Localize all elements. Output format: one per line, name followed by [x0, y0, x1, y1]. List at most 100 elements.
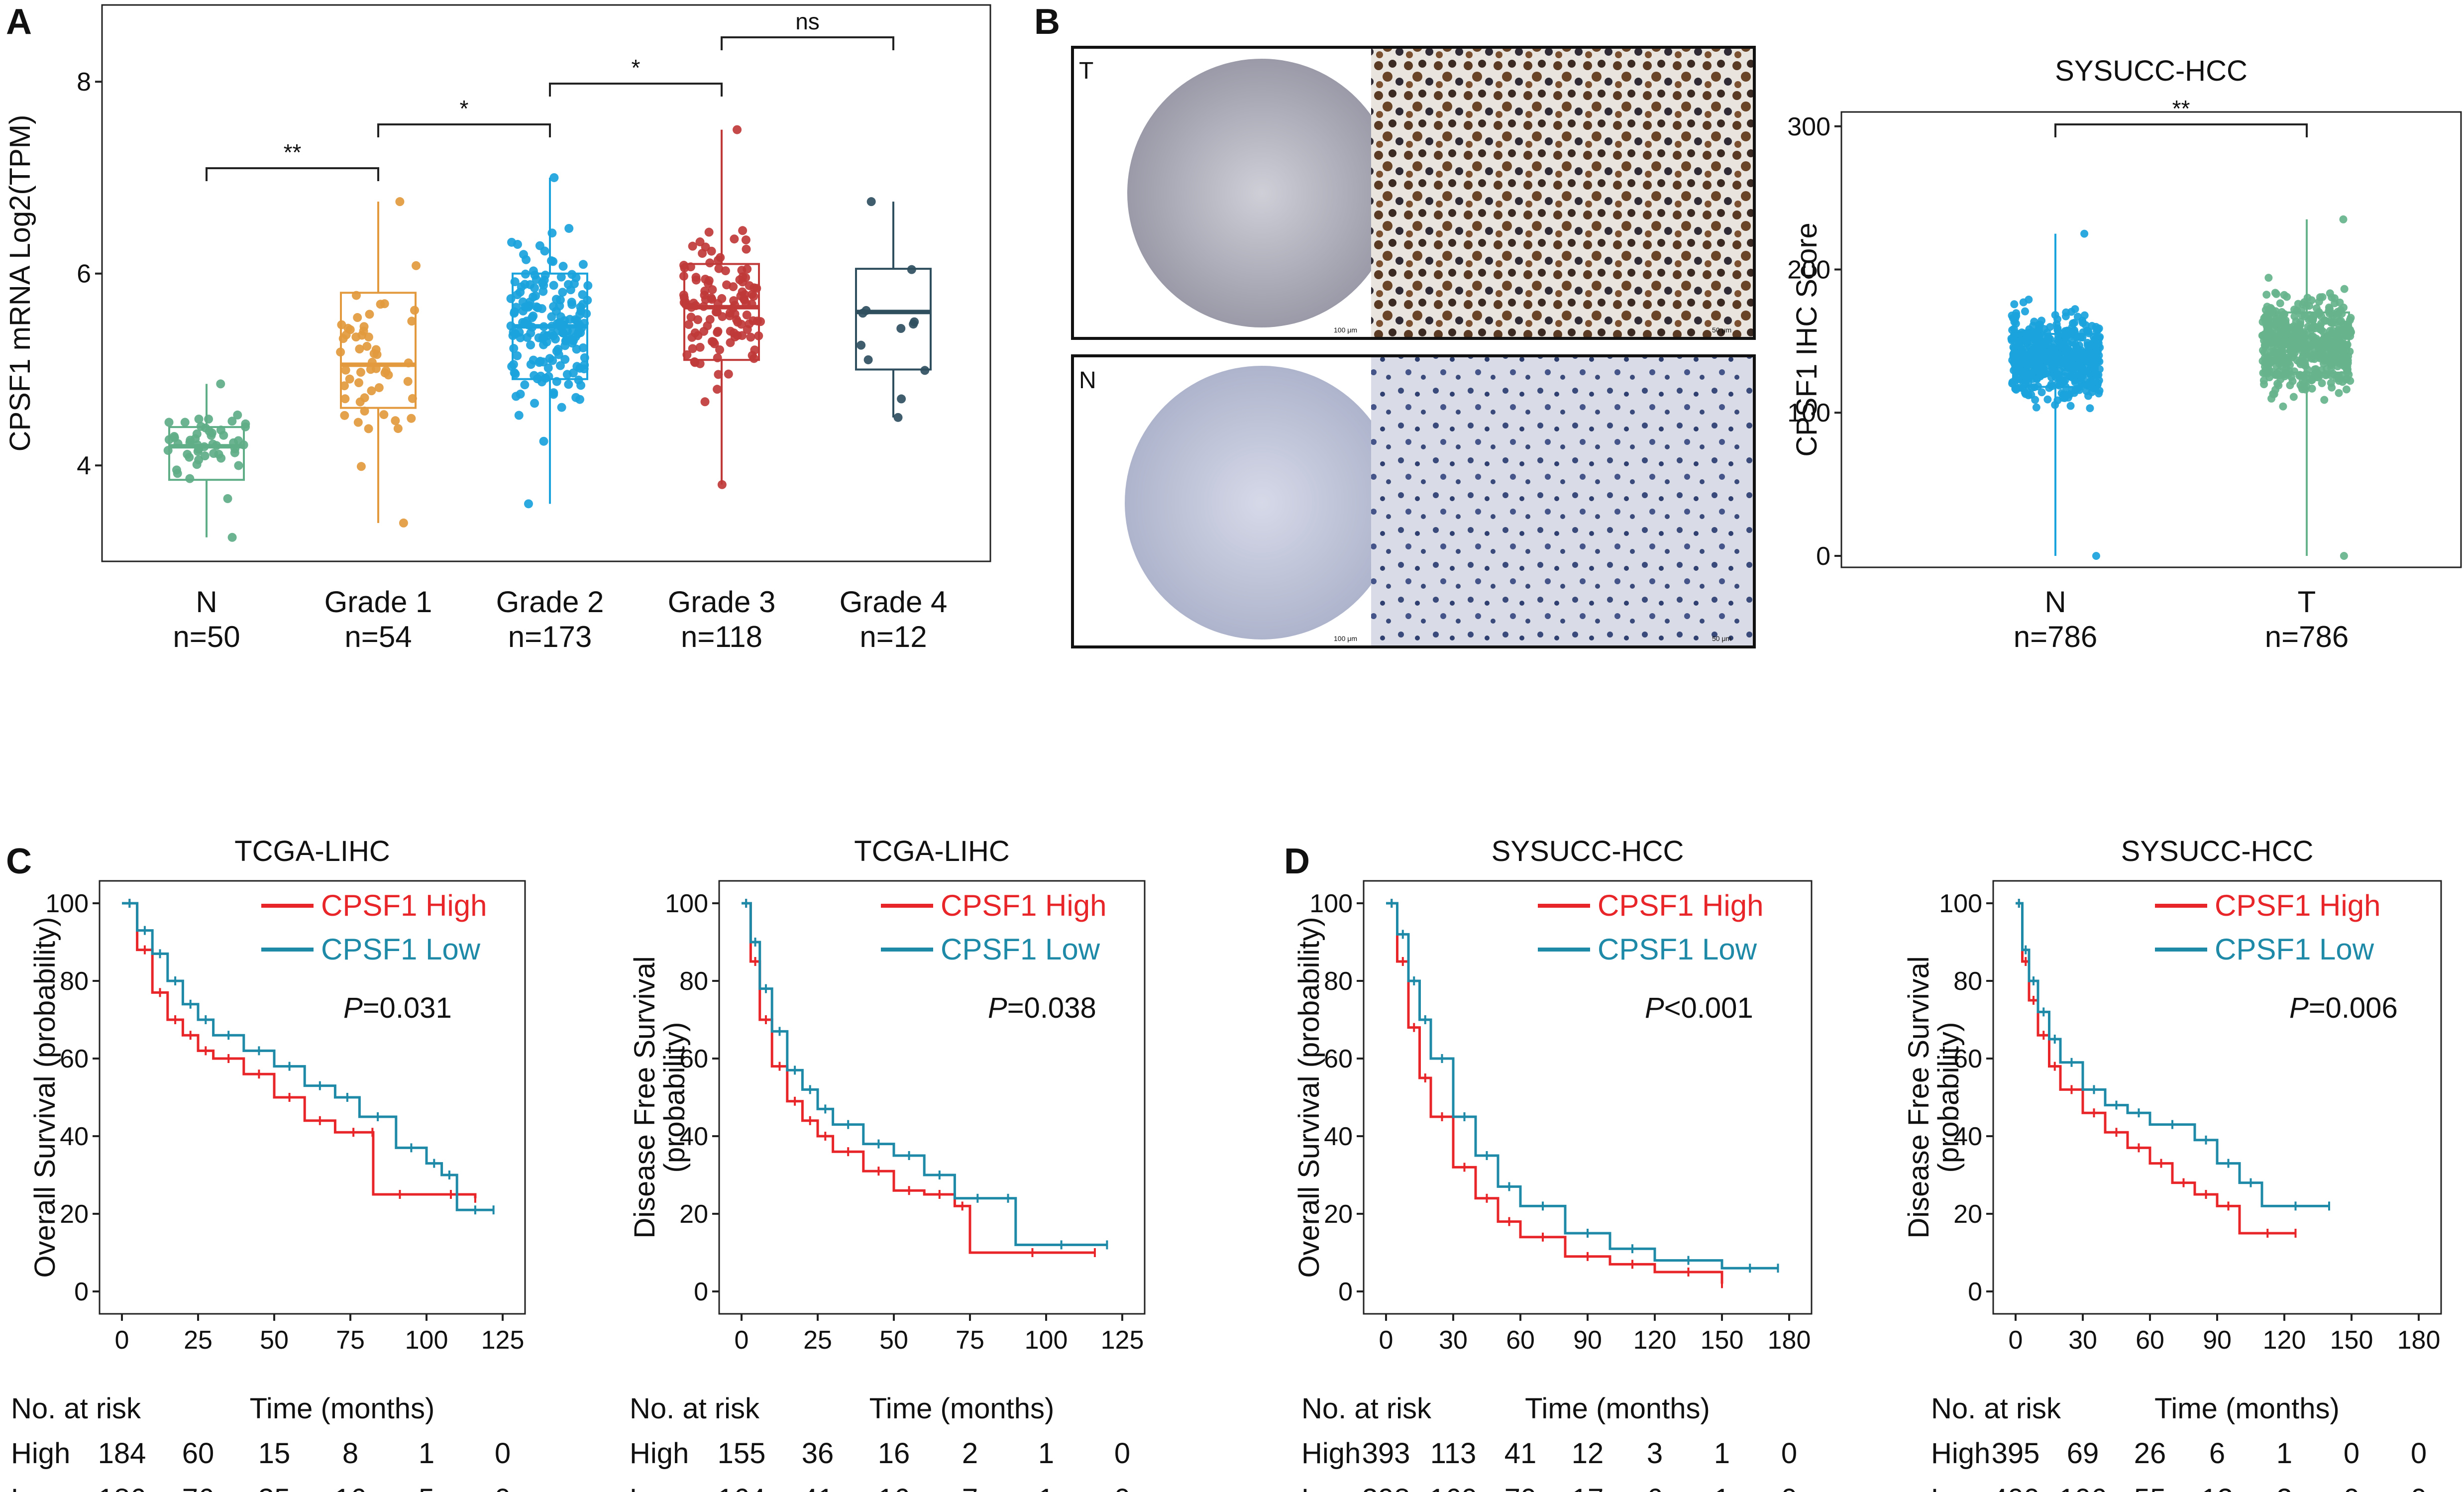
category-label: N: [196, 585, 217, 619]
data-point: [710, 339, 719, 348]
data-point: [523, 333, 532, 342]
risk-count: 69: [2067, 1437, 2099, 1470]
risk-count: 12: [1572, 1437, 1604, 1470]
risk-count: 1: [419, 1437, 434, 1470]
data-point: [558, 262, 568, 271]
data-point: [2311, 324, 2319, 332]
data-point: [2318, 379, 2326, 387]
data-point: [713, 326, 723, 336]
data-point: [706, 293, 716, 303]
data-point: [699, 326, 709, 336]
risk-count: 17: [1572, 1483, 1604, 1492]
y-tick-label: 20: [679, 1200, 708, 1229]
data-point: [726, 338, 735, 347]
y-tick-label: 80: [60, 967, 89, 996]
data-point: [407, 414, 416, 423]
data-point: [742, 310, 751, 320]
data-point: [695, 237, 705, 247]
data-point: [910, 317, 919, 326]
data-point: [2271, 386, 2280, 394]
bracket-line: [206, 167, 379, 181]
data-point: [374, 383, 384, 392]
data-point: [340, 411, 349, 420]
category-label: Grade 1: [324, 585, 432, 619]
data-point: [524, 499, 533, 509]
p-value: P<0.001: [1645, 992, 1753, 1024]
p-value-letter: P: [343, 992, 363, 1024]
data-point: [353, 313, 362, 322]
data-point: [548, 356, 557, 365]
data-point: [567, 298, 576, 307]
data-point: [529, 311, 538, 320]
significance-bracket: *: [377, 96, 551, 137]
x-tick-label: 50: [260, 1326, 289, 1355]
data-point: [717, 480, 727, 489]
y-axis-title: Overall Survival (probability): [29, 917, 61, 1278]
data-point: [700, 397, 710, 407]
significance-label: ns: [795, 8, 820, 34]
data-point: [704, 227, 714, 237]
data-point: [551, 295, 561, 304]
sample-size-label: n=50: [173, 620, 240, 653]
data-point: [557, 403, 566, 412]
x-tick-label: 90: [2203, 1326, 2232, 1355]
y-tick-label: 80: [1953, 967, 1982, 996]
legend-label: CPSF1 Low: [2215, 933, 2374, 966]
risk-count: 160: [1429, 1483, 1478, 1492]
x-tick-label: 30: [2068, 1326, 2097, 1355]
data-point: [705, 258, 715, 268]
risk-count: 76: [182, 1483, 214, 1492]
chart-title: SYSUCC-HCC: [2121, 835, 2314, 867]
box-1: [163, 379, 250, 542]
y-tick-label: 60: [679, 1045, 708, 1073]
box-3: [506, 173, 593, 509]
risk-count: 0: [2411, 1437, 2427, 1470]
risk-row-label: Low: [11, 1483, 65, 1492]
data-point: [516, 389, 525, 399]
data-point: [555, 361, 565, 370]
data-point: [2043, 395, 2052, 404]
risk-count: 3: [1647, 1437, 1663, 1470]
data-point: [2300, 333, 2309, 342]
data-point: [729, 328, 739, 338]
x-tick-label: 90: [1573, 1326, 1602, 1355]
normal-scale-left: 100 μm: [1334, 635, 1357, 642]
data-point: [722, 280, 732, 290]
data-point: [2080, 311, 2089, 320]
p-value-letter: P: [2289, 992, 2309, 1024]
category-label: N: [2044, 585, 2066, 619]
data-point: [549, 281, 558, 290]
risk-count: 26: [2134, 1437, 2166, 1470]
data-point: [536, 356, 545, 366]
data-point: [2052, 359, 2060, 368]
data-point: [365, 310, 374, 319]
data-point: [530, 399, 539, 408]
y-tick-label: 6: [77, 260, 91, 289]
data-point: [526, 340, 536, 350]
chart-title: SYSUCC-HCC: [1492, 835, 1684, 867]
risk-count: 0: [495, 1483, 511, 1492]
data-point: [2318, 347, 2326, 355]
data-point: [345, 325, 355, 334]
data-point: [732, 315, 742, 324]
data-point: [2031, 396, 2039, 404]
chart-title: TCGA-LIHC: [854, 835, 1010, 867]
data-point: [737, 266, 747, 275]
data-point: [2315, 353, 2324, 361]
data-point: [513, 351, 522, 360]
risk-count: 0: [1114, 1437, 1130, 1470]
tumor-scale-right: 50 μm: [1712, 326, 1731, 334]
y-tick-label: 100: [665, 889, 708, 918]
bracket-line: [721, 36, 894, 50]
data-point: [2325, 303, 2333, 312]
x-tick-label: 180: [2397, 1326, 2441, 1355]
risk-count: 113: [1430, 1437, 1476, 1470]
legend-label: CPSF1 Low: [941, 933, 1100, 966]
data-point: [353, 418, 363, 427]
x-tick-label: 0: [1379, 1326, 1393, 1355]
risk-count: 0: [495, 1437, 511, 1470]
data-point: [2010, 336, 2019, 345]
legend-label: CPSF1 Low: [321, 933, 481, 966]
